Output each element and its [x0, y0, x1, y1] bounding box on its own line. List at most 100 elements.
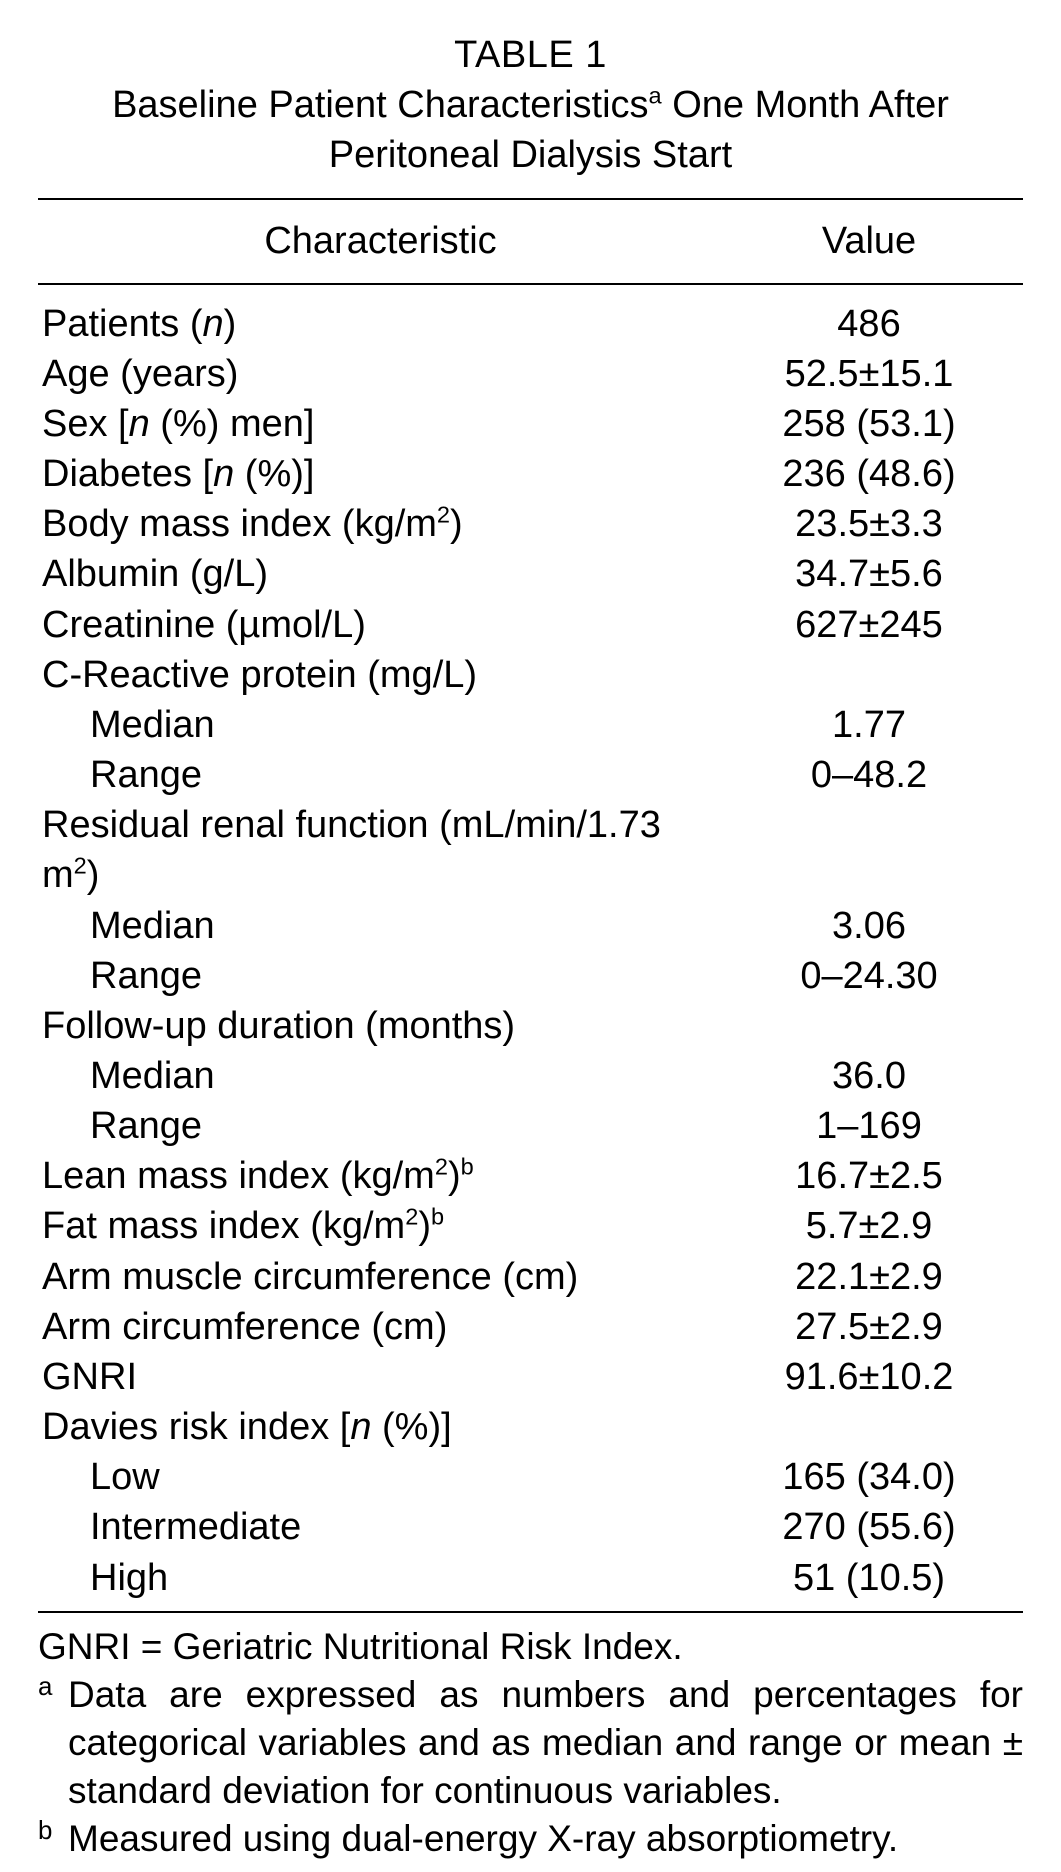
- value-ac: 27.5±2.9: [719, 1302, 1019, 1352]
- ital-n: n: [129, 403, 150, 445]
- row-diabetes: Diabetes [n (%)] 236 (48.6): [40, 449, 1021, 499]
- value-patients: 486: [719, 299, 1019, 349]
- t: Fat mass index (kg/m: [42, 1205, 405, 1247]
- value-albumin: 34.7±5.6: [719, 549, 1019, 599]
- value-rrf-empty: [719, 800, 1019, 900]
- value-dav-high: 51 (10.5): [719, 1553, 1019, 1603]
- value-dav-low: 165 (34.0): [719, 1452, 1019, 1502]
- label-sex: Sex [n (%) men]: [42, 399, 719, 449]
- sup-2: 2: [435, 1154, 448, 1180]
- header-characteristic: Characteristic: [42, 216, 719, 266]
- value-fmi: 5.7±2.9: [719, 1201, 1019, 1251]
- row-gnri: GNRI 91.6±10.2: [40, 1352, 1021, 1402]
- header-value: Value: [719, 216, 1019, 266]
- label-rrf-median: Median: [42, 901, 719, 951]
- value-dav-int: 270 (55.6): [719, 1502, 1019, 1552]
- label-patients: Patients (n): [42, 299, 719, 349]
- label-fu-median: Median: [42, 1051, 719, 1101]
- value-fu-range: 1–169: [719, 1101, 1019, 1151]
- label-dav-low: Low: [42, 1452, 719, 1502]
- row-ac: Arm circumference (cm) 27.5±2.9: [40, 1302, 1021, 1352]
- value-followup-empty: [719, 1001, 1019, 1051]
- t: Diabetes [: [42, 453, 213, 495]
- t: ): [448, 1155, 461, 1197]
- value-creatinine: 627±245: [719, 600, 1019, 650]
- value-age: 52.5±15.1: [719, 349, 1019, 399]
- title-post: One Month After: [662, 84, 949, 126]
- row-fmi: Fat mass index (kg/m2)b 5.7±2.9: [40, 1201, 1021, 1251]
- row-rrf-median: Median 3.06: [40, 901, 1021, 951]
- value-lmi: 16.7±2.5: [719, 1151, 1019, 1201]
- table-title: Baseline Patient Characteristicsa One Mo…: [38, 80, 1023, 180]
- sup-2: 2: [74, 853, 87, 879]
- label-crp-range: Range: [42, 750, 719, 800]
- ital-n: n: [203, 303, 224, 345]
- row-age: Age (years) 52.5±15.1: [40, 349, 1021, 399]
- footnote-a-text: Data are expressed as numbers and percen…: [68, 1671, 1023, 1815]
- table-number: TABLE 1: [38, 30, 1023, 80]
- title-line2: Peritoneal Dialysis Start: [329, 134, 732, 176]
- row-fu-range: Range 1–169: [40, 1101, 1021, 1151]
- footnote-a: a Data are expressed as numbers and perc…: [38, 1671, 1023, 1815]
- t: Davies risk index [: [42, 1406, 350, 1448]
- label-gnri: GNRI: [42, 1352, 719, 1402]
- t: Patients (: [42, 303, 203, 345]
- value-sex: 258 (53.1): [719, 399, 1019, 449]
- footnote-b-text: Measured using dual-energy X-ray absorpt…: [68, 1815, 1023, 1863]
- t: Body mass index (kg/m: [42, 503, 437, 545]
- row-sex: Sex [n (%) men] 258 (53.1): [40, 399, 1021, 449]
- row-rrf-range: Range 0–24.30: [40, 951, 1021, 1001]
- ital-n: n: [350, 1406, 371, 1448]
- value-amc: 22.1±2.9: [719, 1252, 1019, 1302]
- footnote-abbrev: GNRI = Geriatric Nutritional Risk Index.: [38, 1623, 1023, 1671]
- sup-2: 2: [405, 1204, 418, 1230]
- label-age: Age (years): [42, 349, 719, 399]
- footnote-b: b Measured using dual-energy X-ray absor…: [38, 1815, 1023, 1863]
- value-diabetes: 236 (48.6): [719, 449, 1019, 499]
- t: Sex [: [42, 403, 129, 445]
- value-gnri: 91.6±10.2: [719, 1352, 1019, 1402]
- label-dav-high: High: [42, 1553, 719, 1603]
- row-dav-low: Low 165 (34.0): [40, 1452, 1021, 1502]
- row-crp-median: Median 1.77: [40, 700, 1021, 750]
- row-fu-median: Median 36.0: [40, 1051, 1021, 1101]
- label-creatinine: Creatinine (µmol/L): [42, 600, 719, 650]
- value-bmi: 23.5±3.3: [719, 499, 1019, 549]
- row-lmi: Lean mass index (kg/m2)b 16.7±2.5: [40, 1151, 1021, 1201]
- value-crp-empty: [719, 650, 1019, 700]
- label-rrf-range: Range: [42, 951, 719, 1001]
- row-amc: Arm muscle circumference (cm) 22.1±2.9: [40, 1252, 1021, 1302]
- label-lmi: Lean mass index (kg/m2)b: [42, 1151, 719, 1201]
- t: (%)]: [234, 453, 314, 495]
- label-rrf: Residual renal function (mL/min/1.73 m2): [42, 800, 719, 900]
- value-davies-empty: [719, 1402, 1019, 1452]
- t: Residual renal function (mL/min/1.73 m: [42, 804, 661, 896]
- ital-n: n: [213, 453, 234, 495]
- label-amc: Arm muscle circumference (cm): [42, 1252, 719, 1302]
- row-crp-range: Range 0–48.2: [40, 750, 1021, 800]
- label-ac: Arm circumference (cm): [42, 1302, 719, 1352]
- row-albumin: Albumin (g/L) 34.7±5.6: [40, 549, 1021, 599]
- t: ): [87, 854, 100, 896]
- t: (%) men]: [150, 403, 315, 445]
- footnote-b-marker: b: [38, 1815, 68, 1863]
- row-rrf: Residual renal function (mL/min/1.73 m2): [40, 800, 1021, 900]
- t: ): [224, 303, 237, 345]
- label-albumin: Albumin (g/L): [42, 549, 719, 599]
- footnotes: GNRI = Geriatric Nutritional Risk Index.…: [38, 1613, 1023, 1863]
- row-creatinine: Creatinine (µmol/L) 627±245: [40, 600, 1021, 650]
- label-diabetes: Diabetes [n (%)]: [42, 449, 719, 499]
- sup-b: b: [461, 1154, 474, 1180]
- label-crp: C-Reactive protein (mg/L): [42, 650, 719, 700]
- row-dav-int: Intermediate 270 (55.6): [40, 1502, 1021, 1552]
- title-sup-a: a: [649, 83, 662, 109]
- t: (%)]: [371, 1406, 451, 1448]
- label-davies: Davies risk index [n (%)]: [42, 1402, 719, 1452]
- label-followup: Follow-up duration (months): [42, 1001, 719, 1051]
- row-crp: C-Reactive protein (mg/L): [40, 650, 1021, 700]
- row-patients: Patients (n) 486: [40, 299, 1021, 349]
- table-header-row: Characteristic Value: [38, 200, 1023, 282]
- title-pre: Baseline Patient Characteristics: [112, 84, 648, 126]
- value-fu-median: 36.0: [719, 1051, 1019, 1101]
- row-davies: Davies risk index [n (%)]: [40, 1402, 1021, 1452]
